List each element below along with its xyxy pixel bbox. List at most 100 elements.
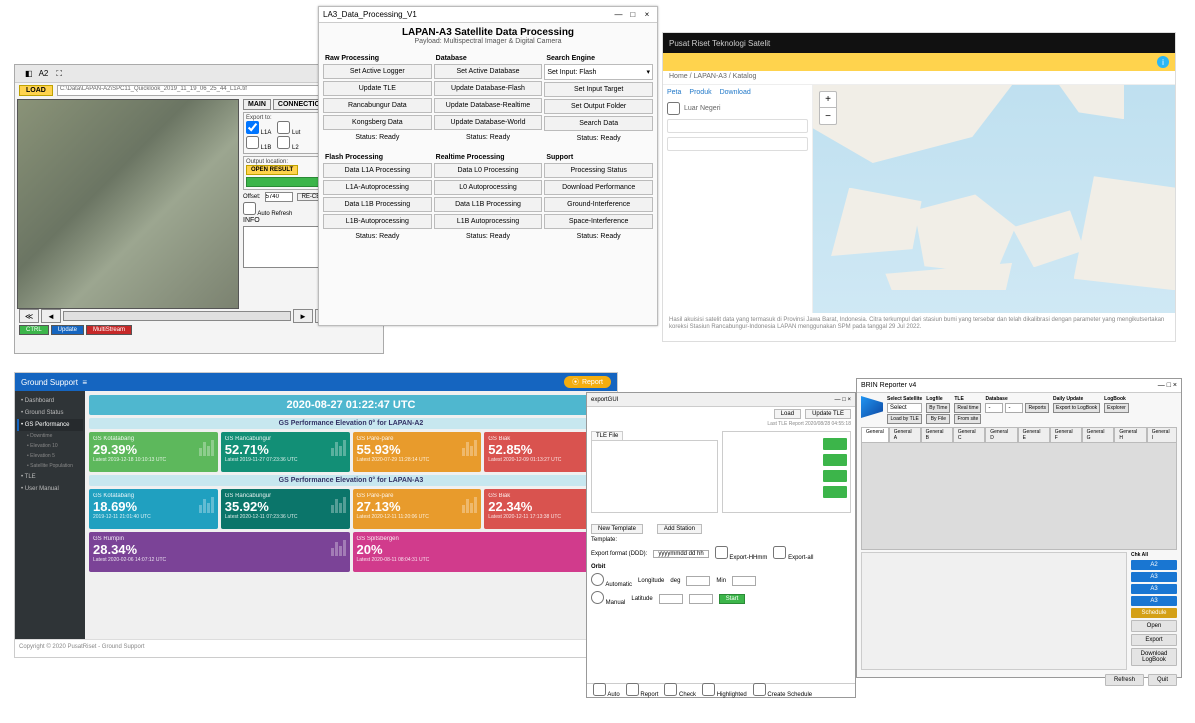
tab-download[interactable]: Download	[720, 89, 751, 96]
perf-card[interactable]: GS Rancabungur52.71%Latest 2019-11-27 07…	[221, 432, 350, 472]
action-button[interactable]: Update Database-Flash	[434, 81, 543, 96]
action-button[interactable]: Kongsberg Data	[323, 115, 432, 130]
report-tab[interactable]: General E	[1018, 427, 1050, 442]
report-grid-area[interactable]	[861, 442, 1177, 550]
ctrl-button[interactable]: CTRL	[19, 325, 49, 335]
perf-card[interactable]: GS Pare-pare55.93%Latest 2020-07-29 11:2…	[353, 432, 482, 472]
action-button[interactable]: Ground-Interference	[544, 197, 653, 212]
new-template-button[interactable]: New Template	[591, 524, 643, 534]
action-button[interactable]: Data L0 Processing	[434, 163, 543, 178]
maximize-button[interactable]: □	[627, 10, 639, 19]
action-button[interactable]: L1B-Autoprocessing	[323, 214, 432, 229]
perf-card[interactable]: GS Kotatabang29.39%Latest 2019-12-18 10:…	[89, 432, 218, 472]
sidebar-item[interactable]: • Elevation 5	[17, 451, 83, 461]
action-button[interactable]: Update Database-Realtime	[434, 98, 543, 113]
from-site-button[interactable]: From site	[954, 414, 981, 424]
add-station-button[interactable]: Add Station	[657, 524, 702, 534]
tab-peta[interactable]: Peta	[667, 89, 681, 96]
export-all-checkbox[interactable]: Export-all	[773, 546, 813, 561]
frame-slider[interactable]	[63, 311, 291, 321]
load-tle-button[interactable]: Load by TLE	[887, 414, 922, 424]
action-button[interactable]: Download Performance	[544, 180, 653, 195]
zoom-out-button[interactable]: −	[820, 108, 836, 124]
report-tab[interactable]: General D	[985, 427, 1017, 442]
report-tab[interactable]: General	[861, 427, 889, 442]
map-view[interactable]: + −	[813, 85, 1175, 313]
perf-card[interactable]: GS Rumpin28.34%Latest 2020-02-06 14:07:1…	[89, 532, 350, 572]
maximize-icon[interactable]: ⛶	[56, 69, 62, 79]
lat-deg-input[interactable]	[659, 594, 683, 604]
bottom-checkbox[interactable]: Highlighted	[702, 683, 747, 698]
by-time-button[interactable]: By Time	[926, 403, 950, 413]
export-logbook-button[interactable]: Export to LogBook	[1053, 403, 1100, 413]
chk-lut[interactable]: Lut	[277, 121, 300, 136]
action-button[interactable]: Data L1B Processing	[434, 197, 543, 212]
tab-main[interactable]: MAIN	[243, 99, 271, 110]
luar-negeri-checkbox[interactable]: Luar Negeri	[667, 102, 808, 115]
action-button[interactable]: Space-Interference	[544, 214, 653, 229]
chk-l2[interactable]: L2	[277, 136, 298, 151]
auto-radio[interactable]: Automatic	[591, 573, 632, 588]
report-tab[interactable]: General F	[1050, 427, 1082, 442]
action-button[interactable]: Processing Status	[544, 163, 653, 178]
by-file-button[interactable]: By File	[926, 414, 950, 424]
help-icon[interactable]: i	[1157, 56, 1169, 68]
sidebar-item[interactable]: • Ground Status	[17, 407, 83, 419]
load-button[interactable]: LOAD	[19, 85, 53, 96]
satellite-image-view[interactable]	[17, 99, 239, 309]
multistream-button[interactable]: MultiStream	[86, 325, 132, 335]
sat-button[interactable]: A2	[1131, 560, 1177, 570]
action-button[interactable]: Set Active Database	[434, 64, 543, 79]
bottom-checkbox[interactable]: Check	[664, 683, 696, 698]
action-button[interactable]: L1A-Autoprocessing	[323, 180, 432, 195]
sat-button[interactable]: A3	[1131, 596, 1177, 606]
update-tle-button[interactable]: Update TLE	[805, 409, 851, 419]
bottom-checkbox[interactable]: Create Schedule	[753, 683, 812, 698]
perf-card[interactable]: GS Pare-pare27.13%Latest 2020-12-11 11:2…	[353, 489, 482, 529]
sidebar-item[interactable]: • User Manual	[17, 483, 83, 495]
bottom-checkbox[interactable]: Auto	[593, 683, 620, 698]
zoom-in-button[interactable]: +	[820, 92, 836, 108]
close-button[interactable]: ×	[641, 10, 653, 19]
nav-prev-button[interactable]: ◄	[41, 309, 61, 323]
action-button[interactable]: Data L1B Processing	[323, 197, 432, 212]
report-tab[interactable]: General B	[921, 427, 953, 442]
bottom-checkbox[interactable]: Report	[626, 683, 659, 698]
tle-file-tab[interactable]: TLE File	[591, 431, 623, 440]
update-button[interactable]: Update	[51, 325, 84, 335]
db-val-1[interactable]: -	[985, 403, 1003, 413]
filter-dropdown-2[interactable]	[667, 137, 808, 151]
tab-produk[interactable]: Produk	[689, 89, 711, 96]
schedule-button[interactable]: Schedule	[1131, 608, 1177, 618]
action-button[interactable]: Set Active Logger	[323, 64, 432, 79]
explorer-button[interactable]: Explorer	[1104, 403, 1129, 413]
action-button[interactable]: L1B Autoprocessing	[434, 214, 543, 229]
format-value[interactable]: yyyymmdd dd hh	[653, 550, 708, 558]
filter-dropdown-1[interactable]	[667, 119, 808, 133]
chk-l1a[interactable]: L1A	[246, 121, 271, 136]
action-button[interactable]: Update Database-World	[434, 115, 543, 130]
sidebar-item[interactable]: • Satellite Population	[17, 461, 83, 471]
start-button[interactable]: Start	[719, 594, 746, 604]
app2-titlebar[interactable]: LA3_Data_Processing_V1 — □ ×	[319, 7, 657, 23]
load-button[interactable]: Load	[774, 409, 801, 419]
chk-l1b[interactable]: L1B	[246, 136, 271, 151]
station-list[interactable]	[722, 431, 851, 513]
sat-button[interactable]: A3	[1131, 584, 1177, 594]
action-button[interactable]: Set Output Folder	[544, 99, 653, 114]
reports-button[interactable]: Reports	[1025, 403, 1049, 413]
report-tab[interactable]: General I	[1147, 427, 1177, 442]
report-tab[interactable]: General H	[1114, 427, 1146, 442]
refresh-button[interactable]: Refresh	[1105, 674, 1144, 686]
nav-next-button[interactable]: ►	[293, 309, 313, 323]
action-button[interactable]: Set Input Target	[544, 82, 653, 97]
perf-card[interactable]: GS Kotatabang18.69%2019-12-11 21:01:40 U…	[89, 489, 218, 529]
search-input-select[interactable]: Set Input: Flash▾	[544, 64, 653, 80]
offset-input[interactable]	[265, 192, 293, 202]
action-button[interactable]: Open	[1131, 620, 1177, 632]
tle-text-area[interactable]	[591, 440, 718, 513]
sidebar-item[interactable]: • Downtime	[17, 431, 83, 441]
db-val-2[interactable]: -	[1005, 403, 1023, 413]
report-button[interactable]: ⦿ Report	[564, 376, 611, 388]
manual-radio[interactable]: Manual	[591, 591, 625, 606]
